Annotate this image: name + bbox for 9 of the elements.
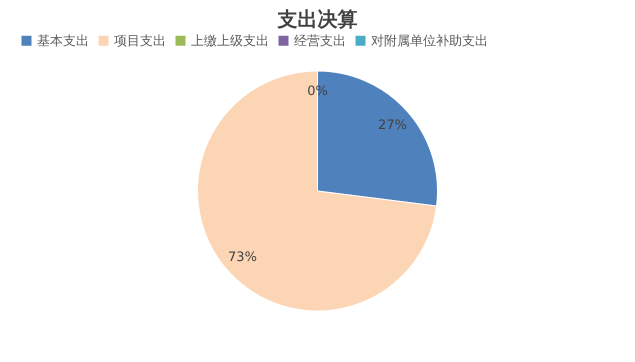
pie-slice bbox=[197, 70, 438, 312]
data-label: 73% bbox=[228, 250, 257, 266]
legend-label: 经营支出 bbox=[294, 34, 346, 49]
legend-label: 基本支出 bbox=[37, 34, 89, 49]
data-label: 27% bbox=[378, 118, 407, 133]
chart-title: 支出决算 bbox=[276, 7, 358, 31]
legend-label: 对附属单位补助支出 bbox=[371, 34, 488, 49]
legend-label: 项目支出 bbox=[114, 34, 166, 49]
legend-label: 上缴上级支出 bbox=[191, 34, 269, 49]
